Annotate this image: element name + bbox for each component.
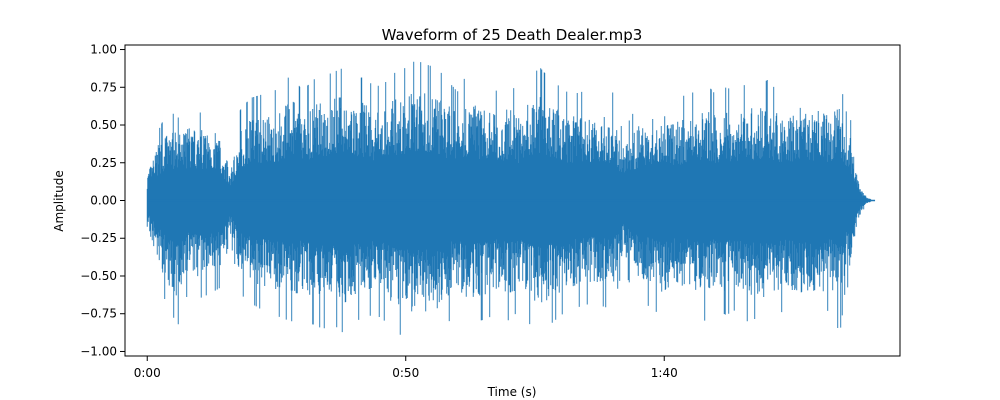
x-axis: 0:00 0:50 1:40 xyxy=(134,356,678,380)
y-tick-label: 0.25 xyxy=(90,156,117,170)
y-tick-label: 0.00 xyxy=(90,194,117,208)
y-tick-label: −0.25 xyxy=(80,231,117,245)
y-tick-label: 1.00 xyxy=(90,43,117,57)
y-axis: 1.00 0.75 0.50 0.25 0.00 −0.25 −0.50 −0.75 −1.00 xyxy=(80,43,125,358)
y-axis-label: Amplitude xyxy=(52,170,66,232)
x-tick-label: 0:50 xyxy=(392,366,419,380)
y-tick-label: −0.50 xyxy=(80,269,117,283)
waveform-series xyxy=(146,61,876,335)
x-axis-label: Time (s) xyxy=(487,385,537,399)
chart-title: Waveform of 25 Death Dealer.mp3 xyxy=(382,26,643,44)
y-tick-label: −1.00 xyxy=(80,344,117,358)
x-tick-label: 0:00 xyxy=(134,366,161,380)
x-tick-label: 1:40 xyxy=(651,366,678,380)
y-tick-label: 0.50 xyxy=(90,118,117,132)
y-tick-label: 0.75 xyxy=(90,80,117,94)
plot-area xyxy=(124,44,901,357)
waveform-line xyxy=(146,61,872,335)
y-tick-label: −0.75 xyxy=(80,307,117,321)
